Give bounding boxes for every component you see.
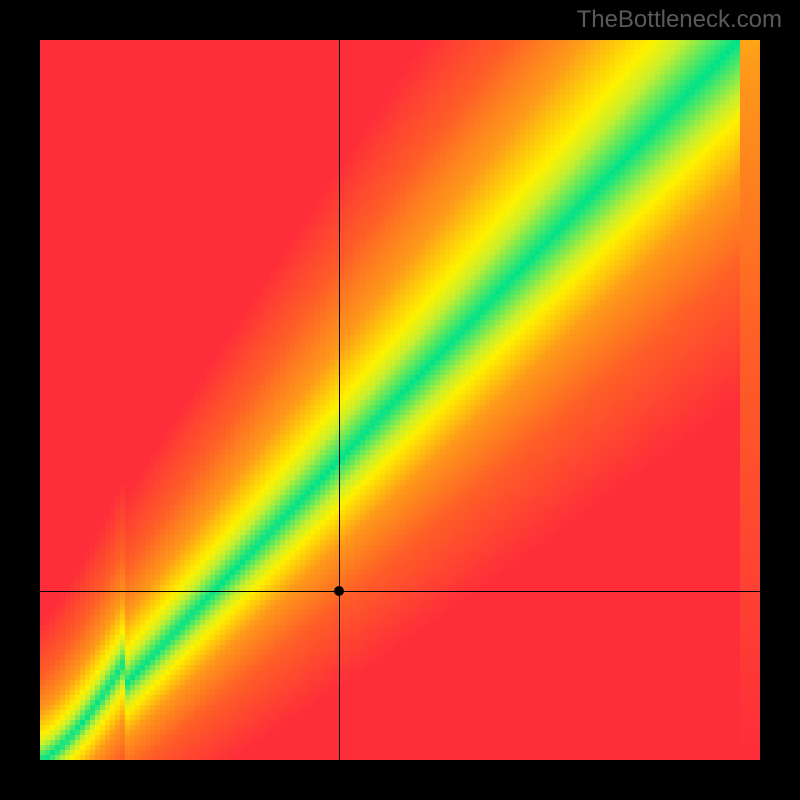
- crosshair-marker: [334, 586, 344, 596]
- heatmap-canvas: [40, 40, 760, 760]
- watermark-text: TheBottleneck.com: [577, 6, 782, 34]
- heatmap-plot: [40, 40, 760, 760]
- crosshair-vertical: [339, 40, 340, 760]
- crosshair-horizontal: [40, 591, 760, 592]
